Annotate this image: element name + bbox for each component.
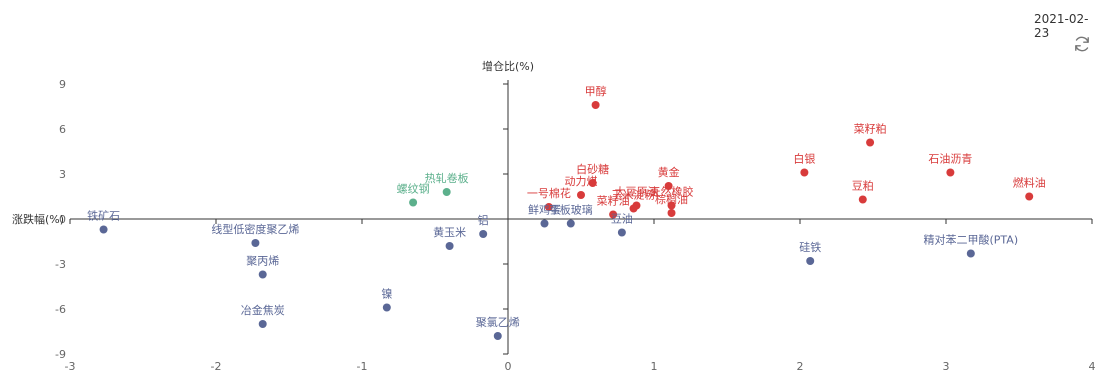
data-point-label: 一号棉花 — [527, 186, 571, 200]
data-point[interactable] — [591, 101, 600, 109]
y-tick-label: 9 — [59, 78, 66, 91]
date-label: 2021-02-23 — [1034, 12, 1089, 40]
tick-labels: -3 -2 -1 0 1 2 3 4 9 6 3 0 -3 -6 -9 — [55, 78, 1095, 372]
x-axis-label: 涨跌幅(%) — [12, 212, 64, 226]
x-tick-label: 0 — [505, 360, 512, 372]
data-point[interactable] — [966, 249, 975, 258]
data-point[interactable] — [588, 179, 597, 187]
y-axis-label: 增仓比(%) — [482, 59, 534, 73]
data-point-label: 菜籽粕 — [854, 122, 887, 136]
y-tick-label: 6 — [59, 123, 66, 136]
data-point[interactable] — [866, 138, 875, 147]
data-point[interactable] — [544, 203, 553, 211]
data-point-label: 豆粕 — [852, 179, 874, 193]
data-point-label: 玉米淀粉 — [612, 188, 656, 202]
y-tick-label: -9 — [55, 348, 66, 361]
data-point-label: 精对苯二甲酸(PTA) — [924, 233, 1019, 247]
data-point-label: 黄玉米 — [433, 225, 466, 239]
data-point-label: 燃料油 — [1013, 176, 1046, 190]
data-point-label: 豆油 — [611, 212, 633, 226]
data-point-label: 白银 — [793, 152, 815, 166]
data-point[interactable] — [409, 198, 418, 207]
data-point-label: 黄金 — [658, 165, 680, 179]
y-tick-label: -3 — [55, 258, 66, 271]
data-point-label: 螺纹钢 — [397, 182, 430, 196]
data-point[interactable] — [946, 168, 955, 177]
data-point-label: 平板玻璃 — [549, 203, 593, 217]
data-point-label: 线型低密度聚乙烯 — [211, 222, 299, 236]
data-point[interactable] — [479, 230, 488, 238]
data-point[interactable] — [258, 270, 267, 279]
data-point-label: 铝 — [478, 213, 489, 227]
data-point-label: 铁矿石 — [87, 210, 120, 223]
data-point[interactable] — [664, 182, 673, 190]
data-point-label: 镍 — [381, 287, 392, 301]
data-point[interactable] — [566, 219, 575, 228]
data-point[interactable] — [445, 242, 454, 250]
data-point-label: 动力煤 — [565, 175, 598, 188]
x-tick-label: 2 — [797, 360, 804, 372]
y-tick-label: 3 — [59, 168, 66, 181]
data-point[interactable] — [442, 188, 451, 196]
y-tick-label: 0 — [59, 213, 66, 226]
x-tick-label: 3 — [943, 360, 950, 372]
data-point-label: 聚氯乙烯 — [476, 315, 520, 329]
data-point[interactable] — [667, 201, 676, 210]
data-point-label: 天然橡胶 — [650, 185, 694, 199]
data-point-label: 热轧卷板 — [425, 171, 469, 185]
y-tick-label: -6 — [55, 303, 66, 316]
data-point-label: 聚丙烯 — [246, 255, 279, 268]
data-point[interactable] — [1025, 192, 1034, 201]
x-tick-label: 1 — [651, 360, 658, 372]
data-point-label: 菜籽油 — [597, 194, 630, 208]
data-point[interactable] — [609, 210, 618, 219]
data-point[interactable] — [251, 239, 260, 247]
data-point[interactable] — [577, 191, 585, 199]
data-point-label: 冶金焦炭 — [241, 303, 285, 317]
data-point[interactable] — [667, 209, 676, 217]
data-point[interactable] — [858, 195, 867, 204]
axes — [69, 80, 1093, 355]
data-point-label: 鲜鸡蛋 — [528, 203, 561, 217]
data-point-label: 石油沥青 — [928, 152, 972, 166]
data-point[interactable] — [629, 204, 638, 213]
data-point-label: 甲醇 — [585, 84, 607, 98]
data-point[interactable] — [382, 303, 391, 312]
data-point[interactable] — [800, 168, 809, 177]
data-point[interactable] — [493, 332, 502, 340]
data-point[interactable] — [617, 228, 626, 237]
x-tick-label: -1 — [357, 360, 368, 372]
refresh-icon[interactable] — [1072, 34, 1092, 54]
data-point[interactable] — [258, 320, 267, 328]
data-point-label: 硅铁 — [799, 241, 821, 254]
data-point-label: 大豆原油 — [614, 185, 658, 199]
x-tick-label: -3 — [65, 360, 76, 372]
x-tick-label: -2 — [211, 360, 222, 372]
data-point[interactable] — [99, 225, 108, 234]
data-point-label: 白砂糖 — [576, 162, 609, 176]
data-point[interactable] — [540, 219, 549, 228]
x-tick-label: 4 — [1089, 360, 1096, 372]
data-point[interactable] — [806, 257, 815, 265]
data-point-label: 棕榈油 — [655, 192, 688, 206]
